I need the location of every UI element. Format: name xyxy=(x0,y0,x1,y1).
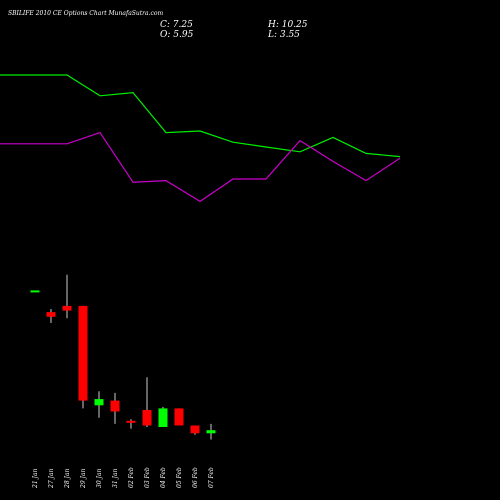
x-tick-label: 29 Jan xyxy=(80,468,87,489)
candle xyxy=(110,392,120,424)
indicator-lines xyxy=(0,74,401,203)
x-tick-label: 06 Feb xyxy=(192,467,199,488)
candle xyxy=(190,425,200,435)
x-tick-label: 07 Feb xyxy=(208,467,215,488)
x-tick-label: 30 Jan xyxy=(96,468,103,488)
low-value: L: 3.55 xyxy=(267,30,300,40)
candle xyxy=(158,406,168,427)
candle-body xyxy=(174,408,184,426)
candle xyxy=(46,309,56,323)
close-value: C: 7.25 xyxy=(160,20,193,30)
candle xyxy=(62,274,72,319)
x-tick-label: 27 Jan xyxy=(48,468,55,489)
open-value: O: 5.95 xyxy=(160,30,194,40)
candle-body xyxy=(30,290,40,293)
candle xyxy=(30,290,40,293)
candle-body xyxy=(46,312,56,317)
x-axis-ticks: 21 Jan 27 Jan 28 Jan 29 Jan 30 Jan 31 Jan 02 F… xyxy=(32,467,215,489)
x-tick-label: 04 Feb xyxy=(160,467,167,488)
x-tick-label: 28 Jan xyxy=(64,468,71,489)
x-tick-label: 21 Jan xyxy=(32,468,39,489)
candle-body xyxy=(110,400,120,412)
candle xyxy=(94,391,104,418)
candle-body xyxy=(78,305,88,401)
x-tick-label: 02 Feb xyxy=(128,467,135,488)
green-line xyxy=(0,74,401,158)
x-tick-label: 05 Feb xyxy=(176,467,183,488)
candle xyxy=(206,423,216,440)
candle-body xyxy=(142,410,152,426)
candlestick-chart xyxy=(30,274,216,440)
candle-body xyxy=(126,420,136,423)
candle-body xyxy=(62,305,72,311)
candle-body xyxy=(206,430,216,434)
x-tick-label: 03 Feb xyxy=(144,467,151,488)
magenta-line xyxy=(0,131,401,203)
candle xyxy=(78,305,88,409)
candle-body xyxy=(94,399,104,406)
x-tick-label: 31 Jan xyxy=(112,468,119,488)
high-value: H: 10.25 xyxy=(267,20,308,30)
chart-title: SBILIFE 2010 CE Options Chart MunafaSutr… xyxy=(8,10,163,17)
candle xyxy=(142,377,152,427)
candle-body xyxy=(190,425,200,434)
candle xyxy=(174,408,184,426)
candle-body xyxy=(158,408,168,427)
candle xyxy=(126,419,136,429)
